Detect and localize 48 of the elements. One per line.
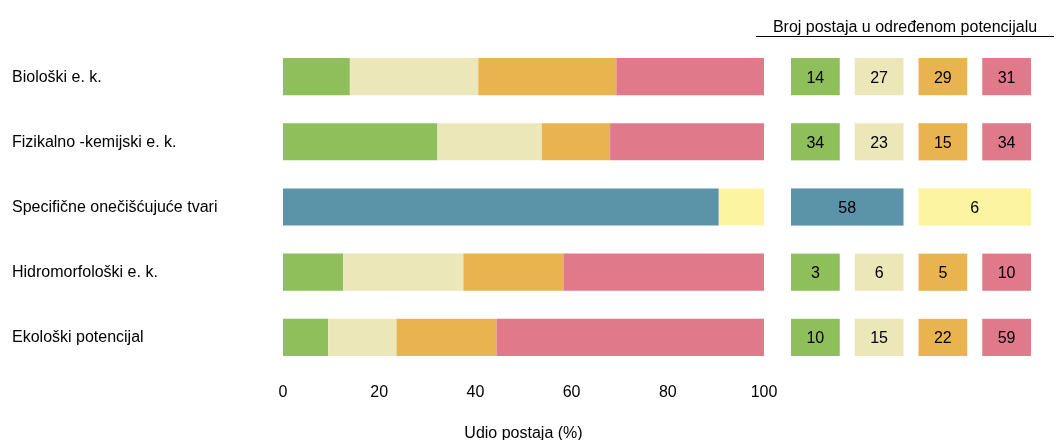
bar (541, 123, 611, 161)
bar (496, 318, 764, 356)
x-tick-label: 20 (370, 383, 389, 401)
bar (283, 318, 329, 356)
text: 6 (874, 264, 884, 282)
bar (563, 253, 764, 291)
x-tick-label: 0 (278, 383, 288, 401)
x-tick-label: 60 (562, 383, 581, 401)
bar (718, 188, 764, 226)
text: 15 (870, 329, 889, 347)
y-tick-label: Fizikalno -kemijski e. k. (12, 132, 177, 150)
bar (396, 318, 497, 356)
text: 27 (870, 68, 889, 86)
y-tick-label: Hidromorfološki e. k. (12, 263, 158, 281)
text: 34 (806, 133, 825, 151)
bar (437, 123, 542, 161)
bar (463, 253, 564, 291)
y-tick-label: Ekološki potencijal (12, 328, 144, 346)
text: 31 (997, 68, 1016, 86)
text: 5 (938, 264, 948, 282)
bar (343, 253, 464, 291)
bar (478, 58, 617, 96)
text: 23 (870, 133, 889, 151)
bar (283, 253, 344, 291)
x-tick-label: 80 (658, 383, 677, 401)
text: 10 (806, 329, 825, 347)
text: 29 (933, 68, 952, 86)
text: 3 (810, 264, 820, 282)
text: 6 (970, 199, 980, 216)
y-tick-label: Biološki e. k. (12, 67, 102, 85)
text: 58 (838, 199, 857, 216)
bar (328, 318, 397, 356)
y-tick-label: Specifične onečišćujuće tvari (12, 198, 218, 215)
text: Broj postaja u određenom potencijalu (756, 18, 1054, 37)
text: 22 (933, 329, 952, 347)
text: 34 (997, 133, 1016, 151)
bar (283, 188, 719, 226)
bar (283, 123, 438, 161)
bar (610, 123, 764, 161)
x-tick-label: 40 (466, 383, 485, 401)
x-tick-label: 100 (750, 383, 778, 401)
bar (349, 58, 479, 96)
bar (616, 58, 764, 96)
text: 59 (997, 329, 1016, 347)
text: 10 (997, 264, 1016, 282)
text: 15 (933, 133, 952, 151)
bar (283, 58, 350, 96)
text: 14 (806, 68, 825, 86)
